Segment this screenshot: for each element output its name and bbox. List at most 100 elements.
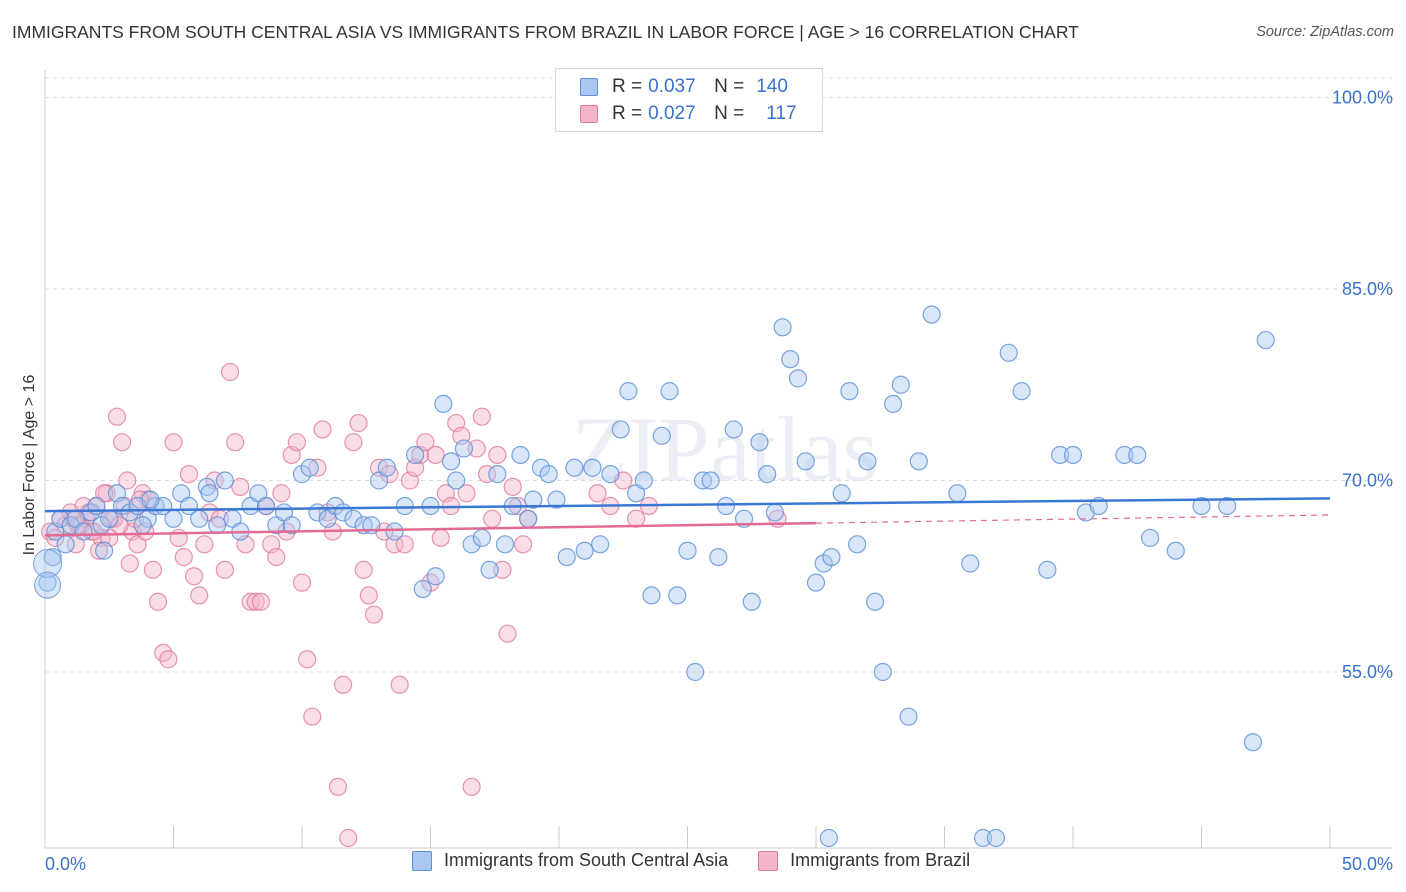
point-pink	[457, 484, 476, 503]
point-pink	[220, 362, 240, 382]
point-pink	[231, 477, 250, 496]
point-pink	[588, 484, 607, 503]
x-tick-label: 0.0%	[45, 854, 86, 874]
point-blue	[1243, 733, 1263, 752]
point-pink	[390, 675, 409, 694]
point-blue	[873, 662, 892, 682]
point-blue	[539, 465, 558, 484]
point-blue	[716, 496, 736, 516]
point-blue	[1012, 382, 1031, 401]
series-brazil	[41, 362, 787, 848]
point-blue	[256, 496, 276, 516]
point-blue	[141, 490, 160, 509]
point-blue	[208, 516, 227, 535]
point-blue	[215, 471, 234, 490]
point-blue	[480, 560, 499, 579]
point-blue	[601, 465, 620, 484]
point-blue	[948, 484, 967, 503]
point-blue	[34, 571, 62, 599]
point-blue	[832, 484, 851, 503]
point-blue	[742, 592, 761, 611]
point-blue	[519, 509, 538, 528]
point-blue	[642, 586, 661, 605]
point-blue	[200, 484, 219, 503]
point-pink	[120, 554, 139, 573]
point-blue	[33, 548, 63, 578]
trend-lines	[44, 497, 1331, 537]
point-pink	[107, 407, 127, 426]
point-blue	[344, 509, 363, 528]
point-pink	[462, 777, 481, 797]
series-south-central-asia	[33, 305, 1275, 848]
point-blue	[56, 535, 75, 554]
point-blue	[447, 471, 466, 490]
point-pink	[334, 675, 353, 694]
point-blue	[454, 439, 474, 458]
point-blue	[547, 490, 566, 509]
point-blue	[840, 382, 859, 401]
point-pink	[174, 547, 193, 567]
axes	[44, 70, 1392, 849]
point-pink	[370, 458, 389, 477]
bottom-legend-item-south-central-asia: Immigrants from South Central Asia	[412, 850, 728, 871]
point-pink	[426, 445, 445, 465]
point-blue	[611, 420, 630, 439]
legend-n-label: N =	[714, 76, 745, 97]
point-blue	[1051, 445, 1070, 465]
point-blue	[1128, 445, 1147, 465]
point-pink	[303, 707, 322, 726]
point-blue	[891, 375, 910, 394]
point-blue	[678, 541, 697, 560]
point-pink	[431, 528, 450, 548]
point-pink	[118, 471, 137, 490]
legend-row-brazil: R = 0.027 N = 117	[580, 102, 797, 126]
source-credit: Source: ZipAtlas.com	[1256, 24, 1394, 40]
point-blue	[385, 522, 404, 541]
y-tick-label: 70.0%	[1342, 471, 1393, 491]
point-pink	[287, 433, 306, 452]
point-blue	[426, 567, 445, 586]
point-blue	[282, 516, 301, 535]
point-blue	[899, 707, 918, 726]
point-pink	[503, 477, 522, 496]
point-blue	[462, 535, 481, 554]
point-blue	[405, 445, 425, 465]
trend-line-blue	[44, 497, 1331, 513]
legend-n-value: 140	[756, 76, 788, 97]
point-blue	[788, 369, 808, 388]
point-blue	[819, 828, 838, 848]
point-blue	[858, 452, 877, 471]
legend-n-label: N =	[714, 103, 745, 124]
point-blue	[848, 535, 867, 554]
point-blue	[591, 535, 610, 554]
point-pink	[272, 484, 291, 503]
point-blue	[395, 496, 414, 516]
grid-lines	[45, 77, 1392, 673]
point-blue	[133, 516, 152, 535]
point-blue	[1038, 560, 1057, 579]
y-tick-label: 100.0%	[1332, 88, 1393, 108]
tick-labels: 55.0% 70.0% 85.0% 100.0% 0.0% 50.0%	[45, 88, 1393, 875]
point-blue	[758, 465, 777, 484]
point-blue	[686, 662, 705, 682]
point-pink	[292, 573, 312, 592]
point-pink	[395, 535, 414, 554]
point-pink	[328, 777, 348, 797]
point-pink	[472, 407, 491, 426]
point-blue	[806, 573, 826, 592]
point-blue	[74, 522, 93, 541]
point-blue	[701, 471, 720, 490]
point-blue	[1063, 445, 1083, 465]
legend-swatch-pink	[580, 105, 598, 123]
point-blue	[796, 452, 815, 471]
bottom-legend-swatch-pink	[758, 850, 779, 871]
point-blue	[781, 350, 800, 369]
point-blue	[986, 828, 1006, 848]
point-blue	[1256, 330, 1275, 350]
y-axis-label-wrap: In Labor Force | Age > 16	[18, 300, 42, 630]
point-blue	[575, 541, 594, 560]
bottom-legend: Immigrants from South Central Asia Immig…	[412, 850, 1000, 871]
point-blue	[1140, 528, 1160, 548]
point-blue	[87, 496, 106, 516]
point-blue	[488, 465, 507, 484]
